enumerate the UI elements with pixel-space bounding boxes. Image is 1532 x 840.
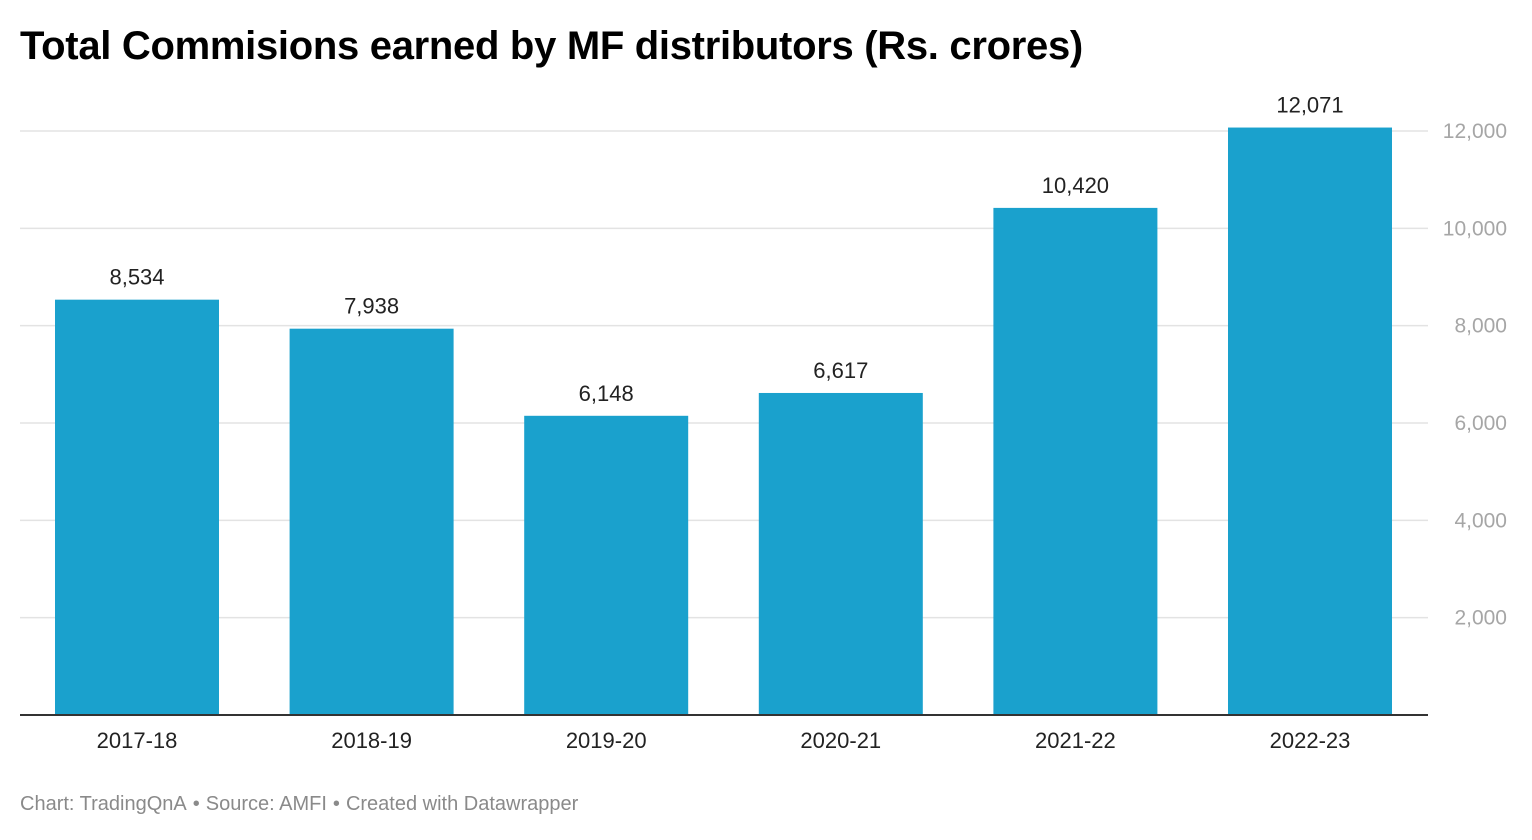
bars: 8,534 7,938 6,148 6,617 10,420 12,071 — [55, 93, 1392, 716]
bar-2017-18 — [55, 299, 219, 715]
bar-2020-21 — [758, 392, 923, 715]
y-tick-label: 6,000 — [1454, 412, 1507, 435]
bar-2019-20 — [524, 415, 689, 715]
x-tick-label: 2018-19 — [331, 728, 412, 753]
x-tick-label: 2021-22 — [1035, 728, 1116, 753]
created-with: Created with Datawrapper — [345, 793, 579, 815]
bar-2021-22 — [993, 207, 1158, 716]
x-tick-label: 2022-23 — [1270, 728, 1351, 753]
bar-2018-19 — [289, 328, 454, 715]
chart-title: Total Commisions earned by MF distributo… — [20, 24, 1083, 68]
bar-value-label: 8,534 — [109, 265, 164, 290]
y-tick-label: 10,000 — [1443, 217, 1507, 240]
footer-separator: • — [332, 793, 340, 815]
footer-separator: • — [192, 793, 200, 815]
y-tick-label: 12,000 — [1443, 120, 1507, 143]
y-axis-ticks: 2,000 4,000 6,000 8,000 10,000 12,000 — [1443, 120, 1507, 630]
x-tick-label: 2019-20 — [566, 728, 647, 753]
chart-credit: Chart: TradingQnA — [20, 793, 187, 815]
bar-value-label: 10,420 — [1042, 173, 1109, 198]
x-tick-label: 2020-21 — [800, 728, 881, 753]
bar-2022-23 — [1228, 127, 1392, 715]
bar-value-label: 7,938 — [344, 294, 399, 319]
chart-source: Source: AMFI — [205, 793, 327, 815]
gridlines — [20, 130, 1428, 619]
chart-footer: Chart: TradingQnA • Source: AMFI • Created w… — [20, 793, 578, 816]
bar-value-label: 6,617 — [813, 358, 868, 383]
bar-value-label: 6,148 — [579, 381, 634, 406]
y-tick-label: 4,000 — [1454, 509, 1507, 532]
x-tick-label: 2017-18 — [97, 728, 178, 753]
y-tick-label: 8,000 — [1454, 315, 1507, 338]
bar-value-label: 12,071 — [1276, 93, 1343, 118]
y-tick-label: 2,000 — [1454, 607, 1507, 630]
x-axis-ticks: 2017-18 2018-19 2019-20 2020-21 2021-22 2022-… — [97, 728, 1351, 753]
